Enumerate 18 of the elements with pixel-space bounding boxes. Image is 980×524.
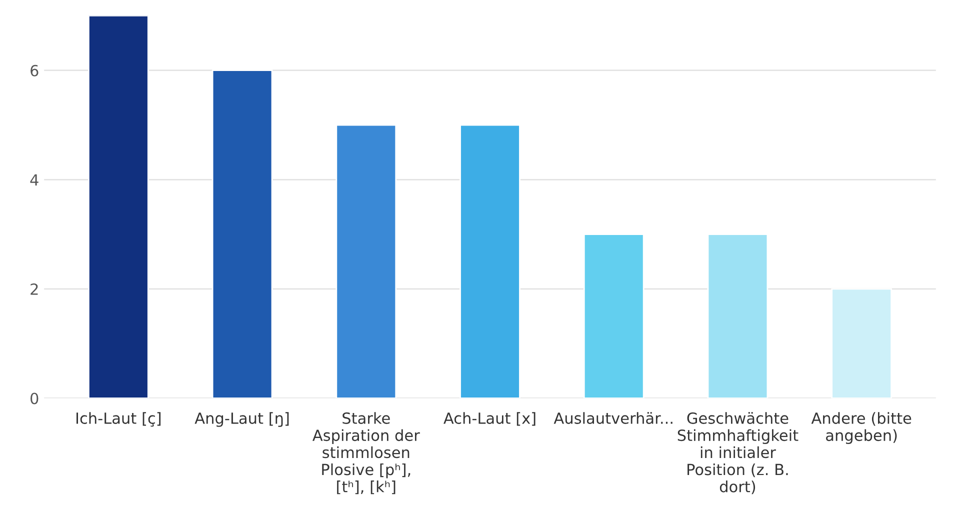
x-tick-label: Ach-Laut [x] <box>444 412 536 426</box>
bar <box>212 70 273 398</box>
bar <box>336 124 397 398</box>
x-tick-label: Ang-Laut [ŋ] <box>194 412 289 427</box>
x-tick-label: Andere (bitte angeben) <box>811 412 912 444</box>
y-tick-label: 2 <box>30 283 38 295</box>
x-tick-label: Geschwächte Stimmhaftigkeit in initialer Position (z. B. dort) <box>678 412 798 494</box>
bar <box>831 288 892 398</box>
y-tick-label: 0 <box>30 392 38 404</box>
bar <box>88 16 149 398</box>
bar <box>583 234 644 398</box>
y-tick-label: 6 <box>30 64 38 76</box>
x-tick-label: Starke Aspiration der stimmlosen Plosive [pʰ], [tʰ], [kʰ] <box>312 412 420 494</box>
bar <box>460 124 520 398</box>
bar <box>707 234 768 398</box>
x-tick-label: Auslautverhär... <box>554 412 672 424</box>
y-tick-label: 4 <box>30 174 38 186</box>
x-tick-label: Ich-Laut [ç] <box>76 412 161 427</box>
